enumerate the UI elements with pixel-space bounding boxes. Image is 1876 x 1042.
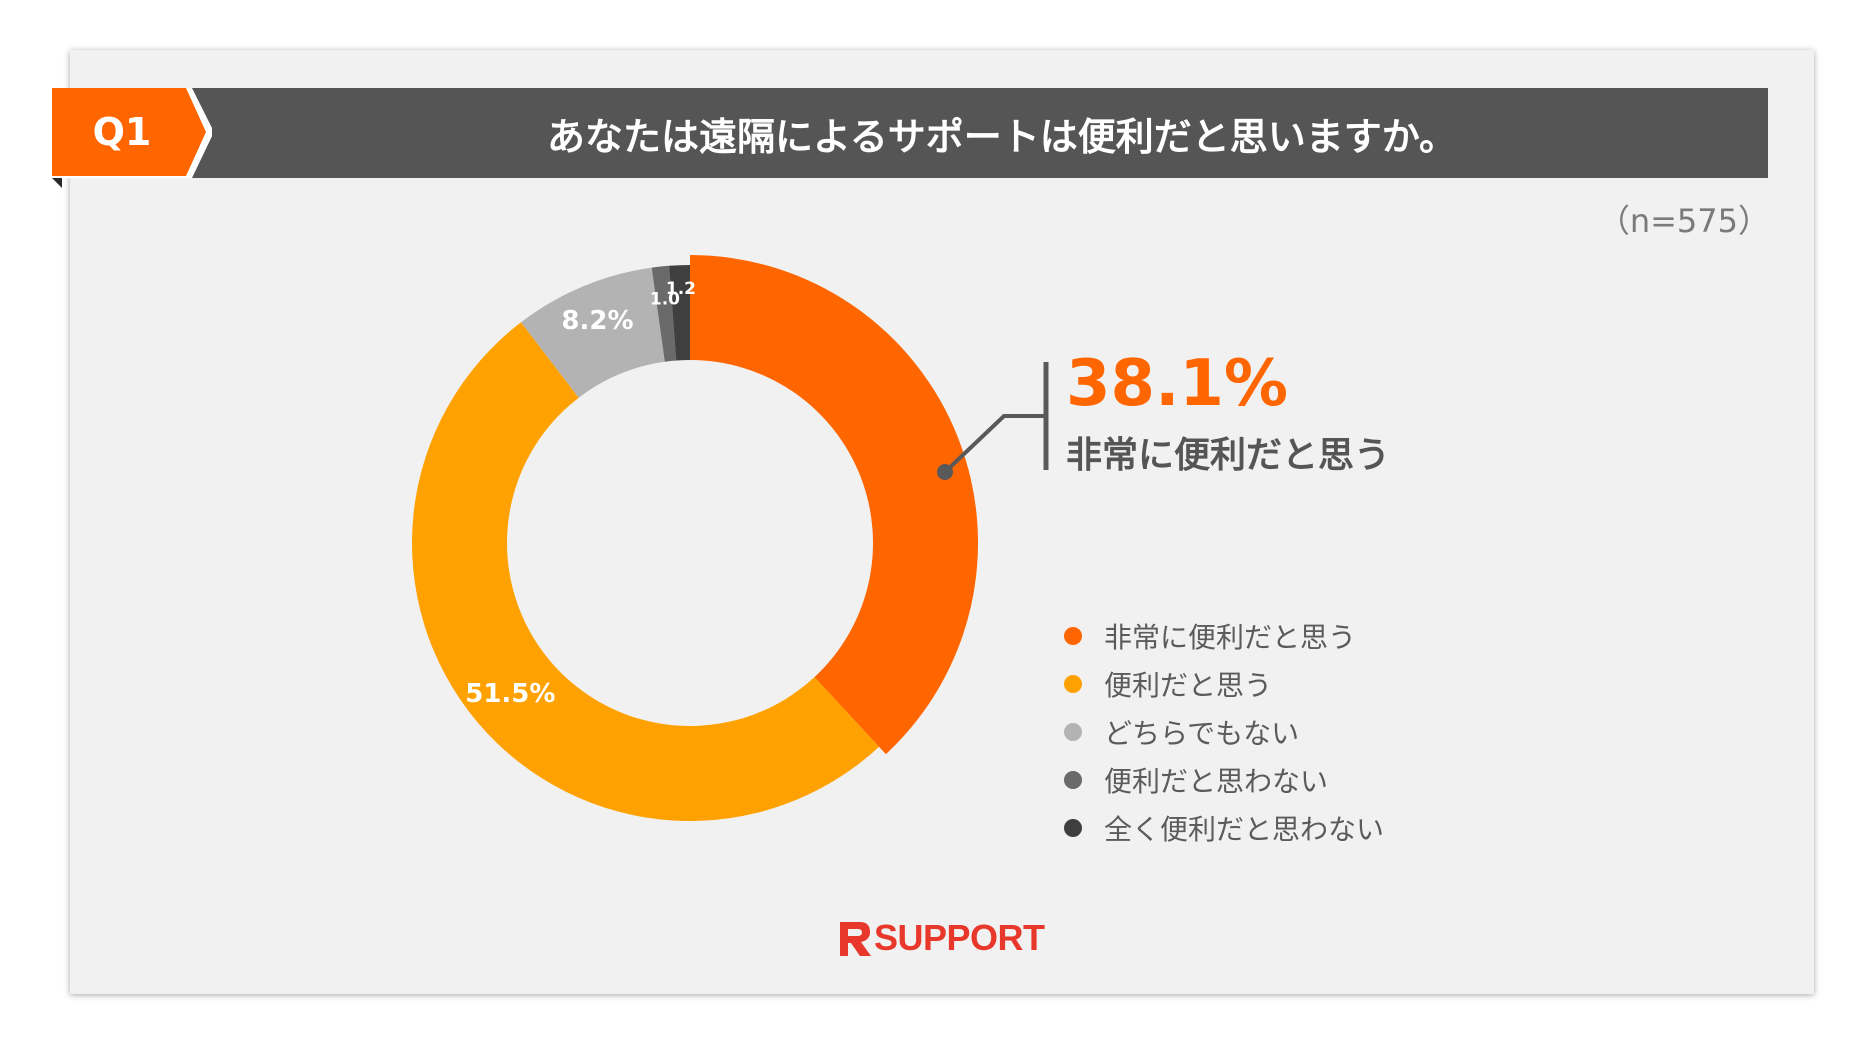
logo-text: SUPPORT <box>874 917 1045 958</box>
legend-label: 便利だと思わない <box>1104 765 1329 798</box>
donut-slice-3 <box>520 267 665 398</box>
slice-label-5: 1.2 <box>666 279 696 299</box>
donut-slice-2 <box>411 322 880 822</box>
sample-size: （n=575） <box>1597 202 1770 240</box>
legend-swatch <box>1064 675 1082 693</box>
legend-label: 便利だと思う <box>1104 669 1273 702</box>
legend-swatch <box>1064 771 1082 789</box>
legend-item: 便利だと思う <box>1064 660 1384 708</box>
legend-label: 全く便利だと思わない <box>1104 813 1385 846</box>
chart-slices <box>411 255 978 822</box>
legend-item: 便利だと思わない <box>1064 756 1384 804</box>
question-number: Q1 <box>92 110 152 154</box>
legend-swatch <box>1064 723 1082 741</box>
legend-item: どちらでもない <box>1064 708 1384 756</box>
slice-label-4: 1.0 <box>650 289 680 309</box>
question-title: あなたは遠隔によるサポートは便利だと思いますか。 <box>546 114 1458 159</box>
callout-value: 38.1% <box>1066 347 1289 421</box>
slice-label-3: 8.2% <box>561 306 633 336</box>
question-title-bar <box>192 88 1768 178</box>
legend-label: 非常に便利だと思う <box>1104 621 1357 654</box>
logo-r-mark <box>840 922 871 956</box>
legend-swatch <box>1064 627 1082 645</box>
donut-slice-4 <box>651 265 677 362</box>
slice-label-2: 51.5% <box>465 679 555 709</box>
donut-slice-5 <box>669 265 690 361</box>
callout-label: 非常に便利だと思う <box>1066 435 1391 476</box>
legend-swatch <box>1064 819 1082 837</box>
question-tag-shape <box>52 88 212 188</box>
question-header: Q1 あなたは遠隔によるサポートは便利だと思いますか。 <box>52 88 1768 188</box>
chart-legend: 非常に便利だと思う 便利だと思う どちらでもない 便利だと思わない全く便利だと思わない <box>1064 612 1384 852</box>
donut-slice-1 <box>690 255 978 755</box>
legend-item: 非常に便利だと思う <box>1064 612 1384 660</box>
legend-item: 全く便利だと思わない <box>1064 804 1384 852</box>
callout-leader <box>937 362 1049 480</box>
chart-data-labels: 51.5% 8.2% 1.01.2 <box>465 279 696 709</box>
rsupport-logo: SUPPORT <box>838 916 1045 960</box>
legend-label: どちらでもない <box>1104 717 1300 750</box>
